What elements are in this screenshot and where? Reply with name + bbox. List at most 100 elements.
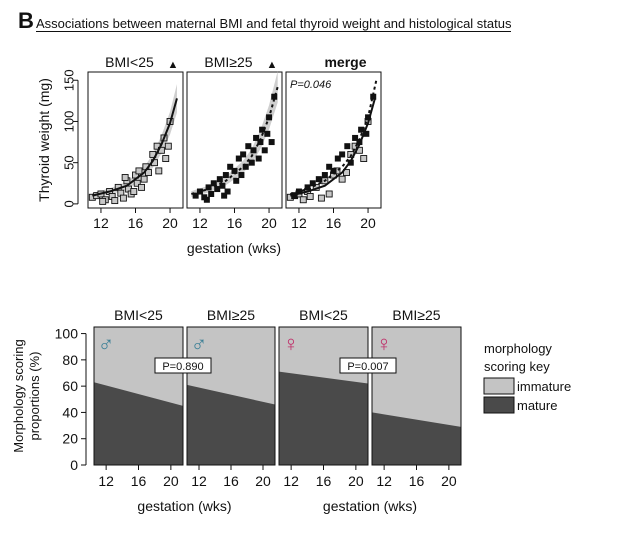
x-tick-label: 12 — [376, 473, 392, 489]
legend-title: morphology — [484, 341, 552, 356]
data-point-dark — [268, 139, 275, 146]
data-point-dark — [370, 93, 377, 100]
data-point-dark — [231, 167, 238, 174]
y-tick-label: 150 — [61, 69, 76, 91]
arrow-marker: ▲ — [267, 59, 278, 71]
panel-label: BMI≥25 — [392, 307, 440, 323]
data-point-dark — [352, 134, 359, 141]
data-point-dark — [250, 147, 257, 154]
x-tick-label: 16 — [128, 215, 144, 231]
data-point-dark — [208, 190, 215, 197]
data-point-light — [99, 197, 107, 205]
data-point-light — [140, 175, 148, 183]
data-point-light — [138, 183, 145, 191]
y-axis-label: Thyroid weight (mg) — [36, 78, 52, 202]
scatter-panel-frame — [285, 71, 382, 209]
data-point-dark — [210, 180, 217, 187]
panel-label: BMI≥25 — [204, 54, 252, 70]
data-point-light — [119, 194, 127, 202]
data-point-light — [338, 175, 346, 183]
data-point-dark — [221, 192, 228, 199]
y-axis-label: proportions (%) — [27, 352, 42, 441]
data-point-dark — [242, 163, 249, 170]
data-point-dark — [205, 184, 212, 191]
female-symbol: ♀ — [376, 331, 393, 356]
y-axis-label: Morphology scoring — [11, 339, 26, 452]
data-point-dark — [271, 93, 278, 100]
fit-line-dashed — [290, 78, 378, 195]
data-point-light — [111, 197, 119, 205]
p-value-label: P=0.890 — [162, 361, 203, 373]
data-point-dark — [304, 184, 311, 191]
y-tick-label: 0 — [70, 457, 78, 473]
data-point-dark — [321, 172, 328, 179]
y-tick-label: 50 — [61, 155, 76, 169]
p-value-box — [154, 357, 212, 374]
x-tick-label: 20 — [441, 473, 457, 489]
data-point-dark — [255, 155, 262, 162]
data-point-light — [360, 155, 368, 162]
data-point-dark — [203, 196, 210, 203]
y-tick-label: 20 — [62, 431, 78, 447]
data-point-dark — [339, 151, 346, 158]
data-point-dark — [363, 130, 370, 137]
mature-area — [94, 382, 183, 465]
data-point-dark — [315, 176, 322, 183]
mature-area — [187, 384, 275, 465]
x-tick-label: 20 — [162, 215, 178, 231]
data-point-light — [306, 193, 314, 200]
data-point-dark — [219, 182, 226, 189]
x-tick-label: 16 — [316, 473, 332, 489]
data-point-dark — [192, 192, 199, 199]
data-point-light — [130, 188, 138, 195]
data-point-dark — [233, 177, 240, 184]
x-tick-label: 12 — [291, 215, 307, 231]
data-point-dark — [330, 167, 337, 174]
male-symbol: ♂ — [191, 331, 208, 356]
panel-label: BMI<25 — [299, 307, 348, 323]
data-point-dark — [334, 155, 341, 162]
legend-label: mature — [517, 398, 557, 413]
x-tick-label: 20 — [348, 473, 364, 489]
x-tick-label: 16 — [227, 215, 243, 231]
x-axis-label: gestation (wks) — [323, 498, 417, 514]
data-point-light — [135, 167, 143, 175]
x-tick-label: 16 — [409, 473, 425, 489]
mature-area — [372, 412, 461, 465]
data-point-dark — [257, 139, 264, 146]
x-tick-label: 12 — [93, 215, 109, 231]
panel-letter: B — [18, 8, 34, 33]
data-point-dark — [216, 176, 223, 183]
data-point-dark — [309, 180, 316, 187]
x-tick-label: 12 — [191, 473, 207, 489]
data-point-dark — [253, 134, 260, 141]
legend-label: immature — [517, 379, 571, 394]
scatter-panel-frame — [87, 71, 184, 209]
p-value-box — [339, 357, 397, 374]
data-point-dark — [261, 147, 268, 154]
figure-title: B Associations between maternal BMI and … — [18, 8, 578, 34]
x-tick-label: 12 — [192, 215, 208, 231]
data-point-light — [317, 194, 325, 202]
p-value-label: P=0.007 — [347, 361, 388, 373]
x-tick-label: 12 — [283, 473, 299, 489]
data-point-dark — [240, 151, 247, 158]
data-point-dark — [344, 143, 351, 150]
x-tick-label: 20 — [261, 215, 277, 231]
x-tick-label: 16 — [223, 473, 239, 489]
data-point-dark — [245, 143, 252, 150]
legend-swatch-mature — [483, 396, 515, 414]
data-point-dark — [358, 126, 365, 133]
x-tick-label: 16 — [131, 473, 147, 489]
fit-line-solid — [290, 98, 376, 197]
fit-line-solid — [92, 98, 178, 197]
data-point-light — [325, 190, 333, 198]
data-point-light — [162, 155, 170, 162]
x-tick-label: 20 — [163, 473, 179, 489]
data-point-light — [133, 179, 141, 187]
data-point-dark — [222, 172, 229, 179]
y-tick-label: 0 — [61, 200, 76, 207]
legend-title: scoring key — [484, 359, 550, 374]
y-tick-label: 40 — [62, 404, 78, 420]
